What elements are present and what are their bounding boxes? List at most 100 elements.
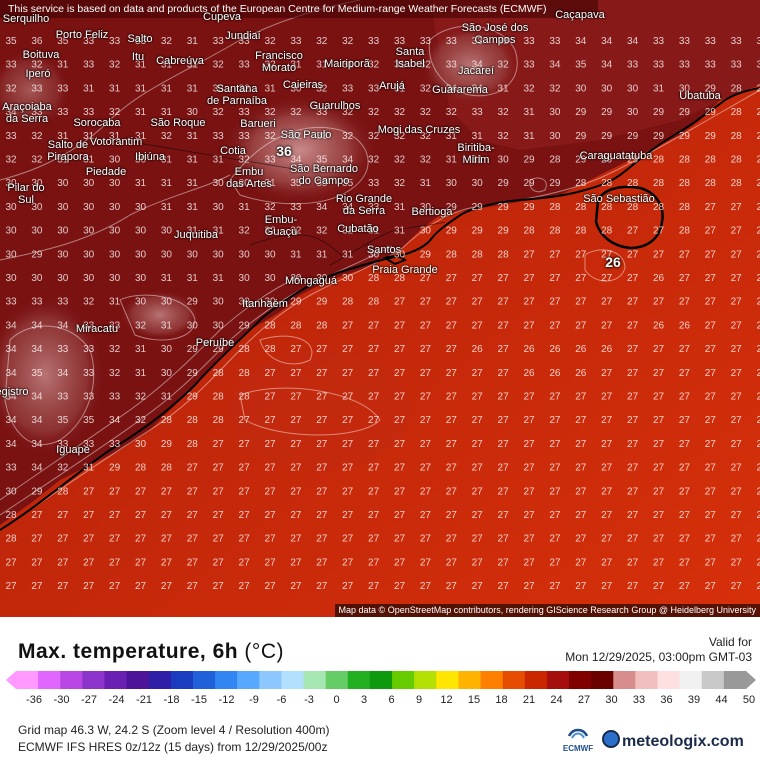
grid-value: 30 xyxy=(368,249,380,260)
border-lines xyxy=(119,139,446,266)
grid-value: 27 xyxy=(135,534,147,545)
grid-value: 33 xyxy=(679,36,691,47)
title-text: Max. temperature, 6h xyxy=(18,640,239,663)
city-label: Guararema xyxy=(432,84,488,96)
scale-max-arrow xyxy=(746,671,756,689)
grid-value: 29 xyxy=(575,131,587,142)
grid-value: 29 xyxy=(601,107,613,118)
grid-value: 27 xyxy=(731,510,743,521)
grid-value: 27 xyxy=(627,297,639,308)
grid-value: 27 xyxy=(549,439,561,450)
grid-value: 33 xyxy=(446,60,458,71)
grid-value: 27 xyxy=(498,534,510,545)
grid-value: 27 xyxy=(601,273,613,284)
scale-color-step xyxy=(104,671,128,689)
grid-value: 27 xyxy=(446,344,458,355)
grid-value: 27 xyxy=(731,534,743,545)
grid-value: 29 xyxy=(601,131,613,142)
grid-value: 27 xyxy=(627,439,639,450)
map-attribution[interactable]: Map data © OpenStreetMap contributors, r… xyxy=(334,604,760,617)
grid-value: 31 xyxy=(394,60,406,71)
grid-value: 27 xyxy=(705,202,717,213)
temperature-map[interactable]: 35 36 35 33 33 33 32 31 33 33 32 33 32 32 33 33 33 33 33 33… xyxy=(0,0,760,617)
grid-value: 31 xyxy=(498,83,510,94)
grid-value: 27 xyxy=(420,486,432,497)
grid-value: 30 xyxy=(161,226,173,237)
city-label: Cabreúva xyxy=(156,55,204,67)
grid-value: 30 xyxy=(213,249,225,260)
grid-value: 28 xyxy=(731,131,743,142)
ipero-heat-area xyxy=(0,50,70,130)
grid-value: 27 xyxy=(523,486,535,497)
grid-value: 28 xyxy=(601,178,613,189)
grid-value: 29 xyxy=(523,202,535,213)
grid-value: 30 xyxy=(57,273,69,284)
meteologix-logo[interactable]: meteologix.com xyxy=(602,730,744,751)
grid-value: 27 xyxy=(394,392,406,403)
grid-value: 36 xyxy=(31,36,43,47)
grid-value: 34 xyxy=(5,415,17,426)
grid-value: 33 xyxy=(5,60,17,71)
grid-value: 27 xyxy=(161,557,173,568)
grid-value: 31 xyxy=(135,83,147,94)
grid-value: 27 xyxy=(498,486,510,497)
grid-value: 27 xyxy=(394,368,406,379)
coastline xyxy=(0,87,760,531)
grid-value: 29 xyxy=(213,344,225,355)
grid-value: 32 xyxy=(109,60,121,71)
grid-value: 27 xyxy=(731,273,743,284)
scale-tick-label: 3 xyxy=(360,694,368,706)
scale-color-step xyxy=(480,671,504,689)
grid-value: 27 xyxy=(57,581,69,592)
grid-value: 29 xyxy=(705,131,717,142)
grid-value: 28 xyxy=(627,178,639,189)
grid-value: 27 xyxy=(757,249,760,260)
grid-value: 27 xyxy=(575,297,587,308)
grid-value: 31 xyxy=(187,273,199,284)
grid-value: 27 xyxy=(757,534,760,545)
grid-value: 32 xyxy=(342,226,354,237)
grid-value: 32 xyxy=(316,36,328,47)
scale-tick-label: -21 xyxy=(136,694,152,706)
scale-color-step xyxy=(237,671,260,689)
scale-color-step xyxy=(613,671,636,689)
grid-value: 28 xyxy=(575,226,587,237)
city-label: Biritiba- Mirim xyxy=(457,142,495,166)
grid-value: 32 xyxy=(213,107,225,118)
grid-value: 27 xyxy=(679,557,691,568)
grid-value: 34 xyxy=(31,392,43,403)
grid-value: 33 xyxy=(31,107,43,118)
grid-value: 27 xyxy=(446,273,458,284)
grid-value: 32 xyxy=(31,60,43,71)
city-label: Votorantim xyxy=(89,136,143,148)
grid-value: 33 xyxy=(653,36,665,47)
grid-value: 33 xyxy=(83,320,95,331)
scale-color-step xyxy=(369,671,393,689)
valid-time[interactable]: Mon 12/29/2025, 03:00pm GMT-03 xyxy=(565,650,752,664)
scale-color-step xyxy=(325,671,349,689)
grid-value: 28 xyxy=(549,226,561,237)
grid-value: 27 xyxy=(575,463,587,474)
grid-value: 32 xyxy=(368,155,380,166)
grid-value: 27 xyxy=(549,297,561,308)
grid-value: 30 xyxy=(109,178,121,189)
city-label: Francisco Morato xyxy=(255,50,303,74)
grid-value: 31 xyxy=(109,83,121,94)
temperature-grid: 35 36 35 33 33 33 32 31 33 33 32 33 32 32 33 33 33 33 33 33… xyxy=(5,36,760,592)
grid-value: 32 xyxy=(342,131,354,142)
grid-value: 27 xyxy=(368,534,380,545)
grid-value: 27 xyxy=(31,557,43,568)
grid-value: 34 xyxy=(342,202,354,213)
city-label: Caçapava xyxy=(555,9,605,21)
city-label: Ubatuba xyxy=(679,90,721,102)
city-label: Caieiras xyxy=(282,79,324,91)
city-label: Rio Grande da Serra xyxy=(335,193,393,217)
grid-value: 32 xyxy=(394,107,406,118)
grid-value: 33 xyxy=(57,439,69,450)
grid-value: 31 xyxy=(394,226,406,237)
city-label: Mongaguá xyxy=(285,275,337,287)
scale-tick-label: -3 xyxy=(304,694,314,706)
grid-value: 27 xyxy=(187,510,199,521)
grid-value: 27 xyxy=(264,439,276,450)
grid-value: 31 xyxy=(394,83,406,94)
